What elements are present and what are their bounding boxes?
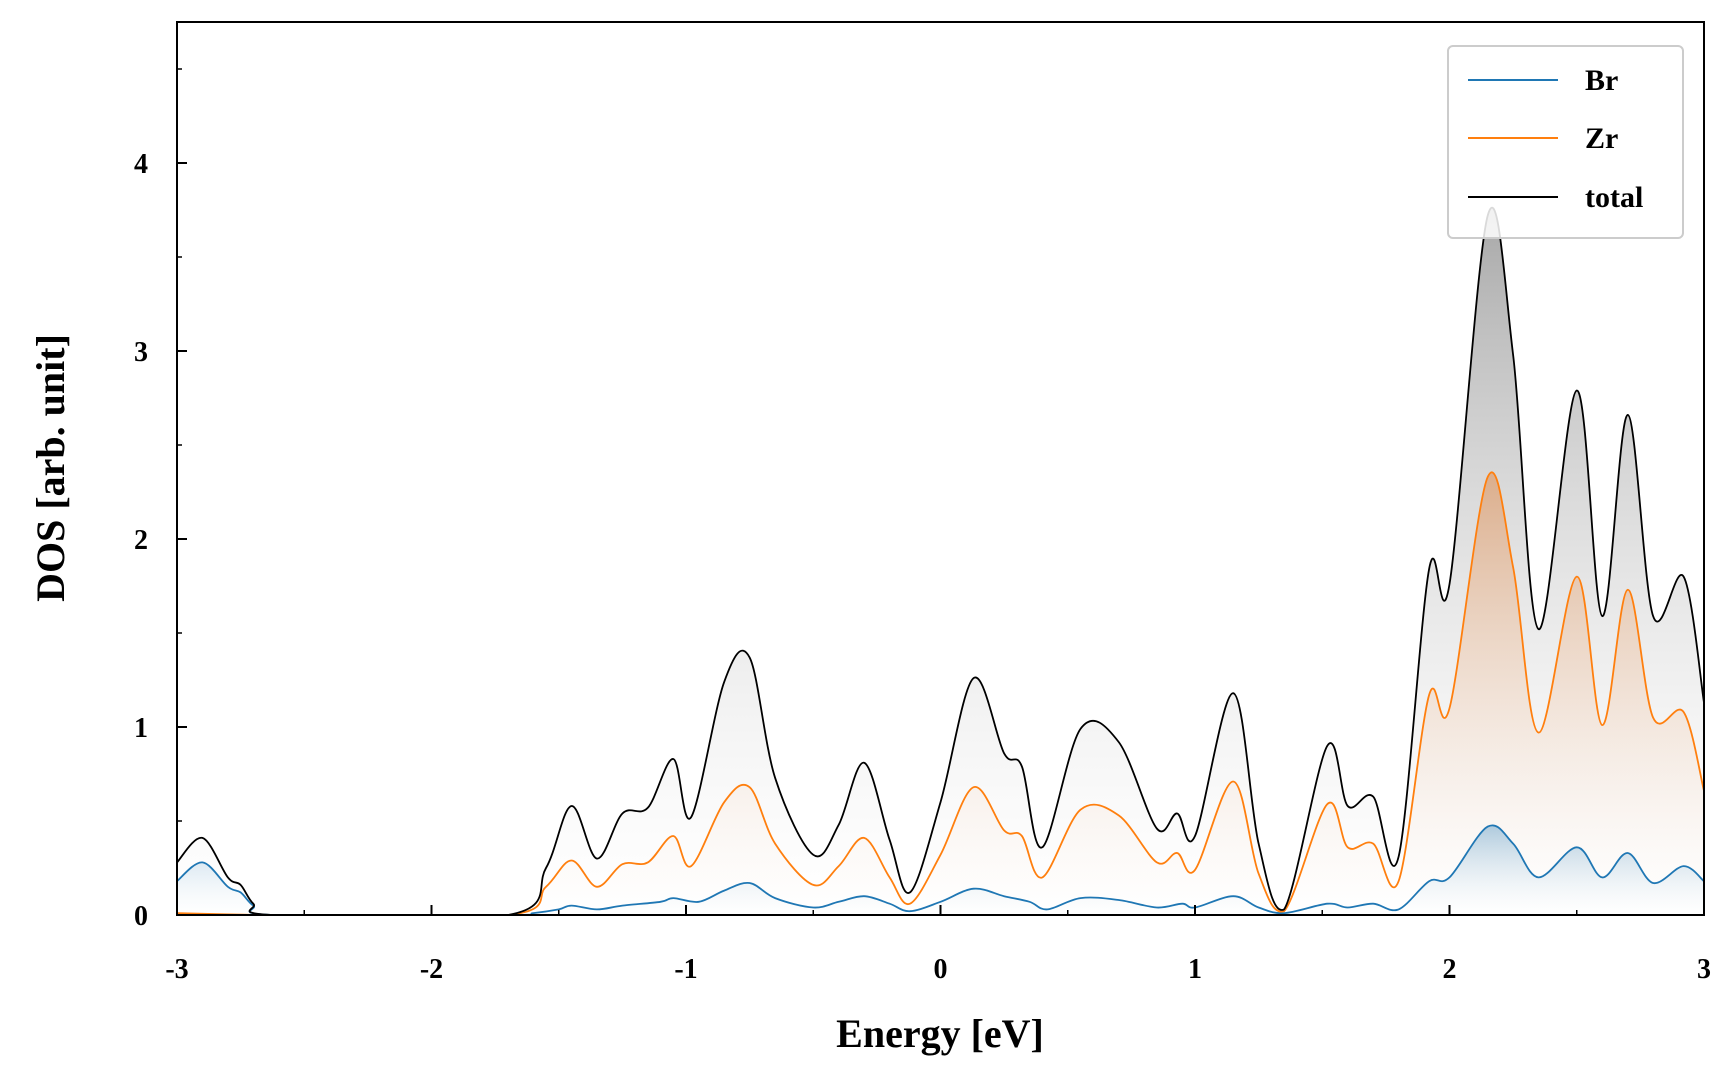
legend: Br Zr total [1447,45,1684,239]
series-lines [177,206,1704,915]
x-axis-label: Energy [eV] [836,1011,1044,1056]
series-line-zr [177,471,1704,915]
legend-box [1447,45,1684,239]
series-line-br [177,824,1704,915]
y-tick-label: 0 [134,901,148,932]
y-tick-label: 3 [134,337,148,368]
legend-label-total: total [1585,181,1643,214]
x-tick-label: -1 [674,954,697,985]
area-fills [177,207,1704,915]
legend-label-zr: Zr [1585,122,1618,155]
series-line-total [177,206,1704,915]
x-tick-label: -2 [420,954,443,985]
x-tick-label: -3 [165,954,188,985]
y-tick-label: 4 [134,149,148,180]
x-tick-label: 2 [1443,954,1457,985]
x-axis: -3 -2 -1 0 1 2 3 [165,905,1711,985]
y-tick-label: 2 [134,525,148,556]
x-tick-label: 0 [934,954,948,985]
y-tick-label: 1 [134,713,148,744]
y-axis-label: DOS [arb. unit] [28,334,73,602]
x-tick-label: 3 [1697,954,1711,985]
legend-label-br: Br [1585,64,1618,97]
x-tick-label: 1 [1188,954,1202,985]
area-fill-br [177,825,1704,915]
y-axis: 0 1 2 3 4 [134,68,187,932]
